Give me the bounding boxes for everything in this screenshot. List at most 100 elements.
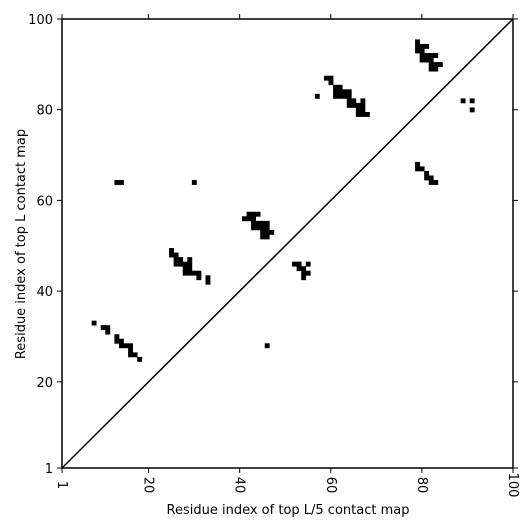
contact-cell-upper xyxy=(419,48,425,54)
contact-cell-upper xyxy=(433,62,439,67)
x-tick-label: 20 xyxy=(141,477,156,494)
contact-cell-upper xyxy=(460,98,466,104)
contact-cell-upper xyxy=(355,111,361,117)
contact-cell-lower xyxy=(301,266,307,272)
contact-cell-lower xyxy=(132,352,138,358)
contact-cell-upper xyxy=(328,80,334,86)
contact-cell-upper xyxy=(424,57,430,63)
contact-cell-upper xyxy=(433,53,439,58)
contact-cell-upper xyxy=(314,93,320,99)
contact-cell-upper xyxy=(428,62,434,67)
contact-cell-lower xyxy=(196,270,202,276)
contact-cell-lower xyxy=(246,216,252,222)
contact-cell-upper xyxy=(342,93,348,99)
contact-cell-lower xyxy=(128,347,133,353)
contact-cell-lower xyxy=(264,229,270,235)
contact-cell-upper xyxy=(346,89,352,95)
contact-cell-lower xyxy=(196,275,202,281)
contact-cell-upper xyxy=(424,175,430,181)
x-tick-label: 100 xyxy=(505,473,520,498)
contact-cell-upper xyxy=(428,180,434,185)
contact-cell-lower xyxy=(187,266,193,272)
contact-cell-upper xyxy=(419,43,425,49)
contact-cell-lower xyxy=(264,343,270,349)
contact-cell-upper xyxy=(355,102,361,108)
contact-cell-upper xyxy=(337,89,343,95)
contact-cell-upper xyxy=(351,102,357,108)
contact-cell-upper xyxy=(360,102,366,108)
contact-cells xyxy=(91,39,475,362)
contact-cell-upper xyxy=(428,53,434,58)
contact-cell-upper xyxy=(337,93,343,99)
contact-cell-upper xyxy=(424,170,430,176)
contact-cell-lower xyxy=(255,220,261,226)
contact-cell-lower xyxy=(251,225,256,231)
contact-cell-lower xyxy=(260,225,266,231)
contact-cell-lower xyxy=(260,229,266,235)
contact-cell-lower xyxy=(187,261,193,267)
y-tick-label: 80 xyxy=(36,104,53,119)
contact-cell-upper xyxy=(437,62,443,67)
contact-cell-lower xyxy=(169,252,174,258)
contact-cell-lower xyxy=(191,180,197,185)
y-tick-label: 100 xyxy=(28,13,53,28)
contact-cell-lower xyxy=(100,325,106,331)
contact-cell-lower xyxy=(123,343,129,349)
contact-cell-lower xyxy=(251,211,256,217)
contact-cell-lower xyxy=(105,325,111,331)
contact-cell-lower xyxy=(128,352,133,358)
y-tick-label: 1 xyxy=(45,462,53,477)
contact-cell-lower xyxy=(118,338,124,344)
y-axis: 1 20 40 60 80 100 xyxy=(28,13,518,477)
x-tick-label: 60 xyxy=(323,477,338,494)
contact-cell-upper xyxy=(333,93,338,99)
contact-cell-upper xyxy=(428,66,434,72)
contact-cell-lower xyxy=(182,266,188,272)
contact-cell-lower xyxy=(269,229,275,235)
contact-cell-lower xyxy=(182,270,188,276)
contact-cell-upper xyxy=(424,43,430,49)
contact-cell-upper xyxy=(433,180,439,185)
y-axis-label: Residue index of top L contact map xyxy=(14,129,29,359)
contact-cell-lower xyxy=(264,225,270,231)
contact-cell-lower xyxy=(205,275,211,281)
x-tick-label: 40 xyxy=(232,477,247,494)
contact-cell-lower xyxy=(305,261,311,267)
contact-cell-lower xyxy=(169,248,174,253)
contact-cell-lower xyxy=(182,261,188,267)
plot-frame xyxy=(61,18,514,469)
contact-cell-upper xyxy=(428,175,434,181)
contact-cell-upper xyxy=(346,93,352,99)
contact-cell-lower xyxy=(118,343,124,349)
contact-cell-upper xyxy=(342,89,348,95)
contact-cell-lower xyxy=(301,270,307,276)
contact-cell-lower xyxy=(173,261,179,267)
contact-cell-upper xyxy=(364,111,370,117)
x-axis: 1 20 40 60 80 100 xyxy=(54,14,520,497)
contact-cell-upper xyxy=(433,66,439,72)
contact-cell-lower xyxy=(118,180,124,185)
contact-cell-lower xyxy=(251,220,256,226)
contact-cell-lower xyxy=(301,275,307,281)
contact-cell-upper xyxy=(415,161,420,167)
contact-cell-lower xyxy=(173,252,179,258)
contact-cell-upper xyxy=(355,107,361,113)
contact-cell-lower xyxy=(296,266,302,272)
contact-cell-upper xyxy=(360,111,366,117)
contact-cell-lower xyxy=(187,270,193,276)
contact-cell-lower xyxy=(178,257,184,263)
contact-cell-lower xyxy=(241,216,247,222)
contact-cell-upper xyxy=(328,75,334,81)
x-tick-label: 80 xyxy=(414,477,429,494)
contact-cell-lower xyxy=(305,270,311,276)
contact-cell-lower xyxy=(246,211,252,217)
contact-cell-upper xyxy=(333,89,338,95)
contact-cell-lower xyxy=(178,261,184,267)
contact-cell-upper xyxy=(419,166,425,172)
y-tick-label: 20 xyxy=(36,376,53,391)
contact-cell-upper xyxy=(415,39,420,45)
diagonal-line xyxy=(61,18,514,469)
contact-cell-lower xyxy=(292,261,297,267)
contact-cell-upper xyxy=(424,53,430,58)
